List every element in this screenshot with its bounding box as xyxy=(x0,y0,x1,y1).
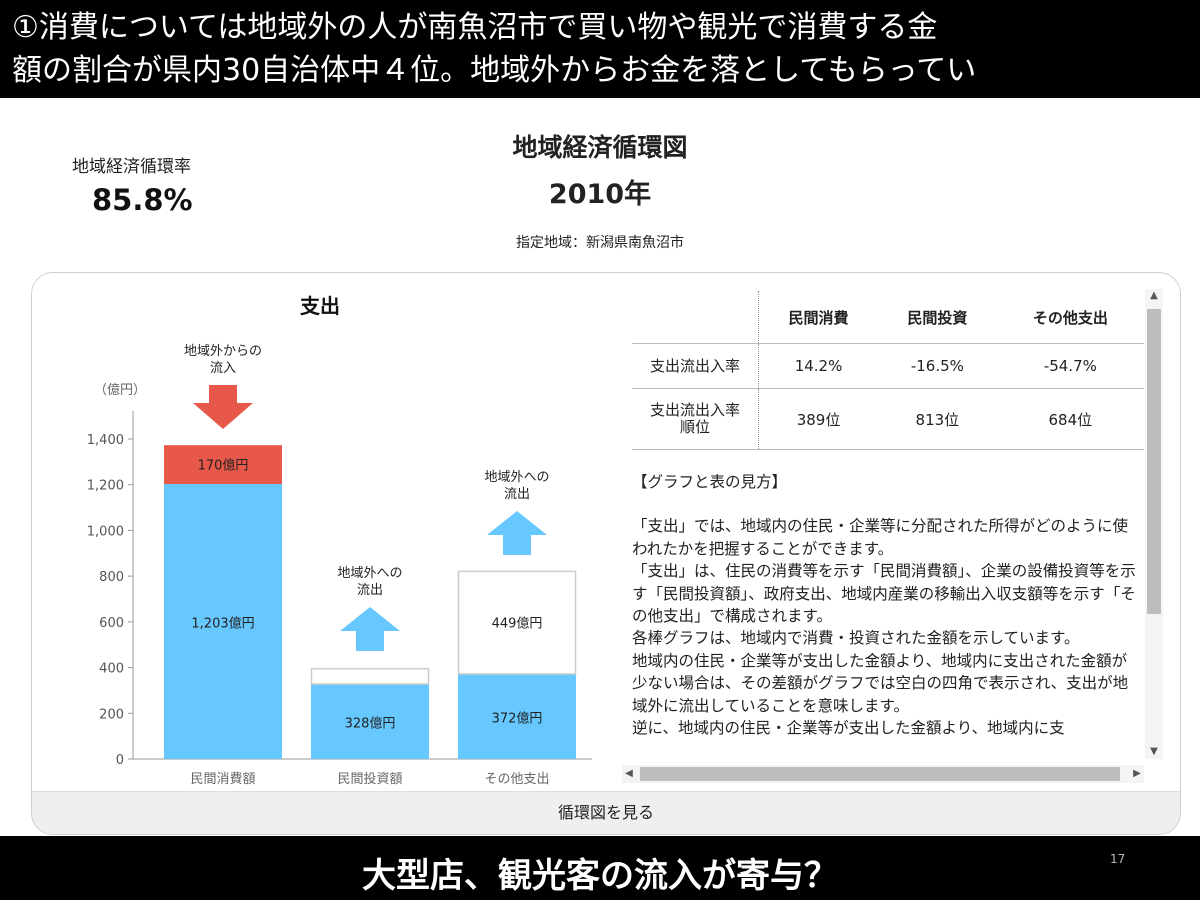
region-label: 指定地域：新潟県南魚沼市 xyxy=(516,235,684,251)
inflow-arrow-icon xyxy=(193,385,253,429)
horizontal-scrollbar[interactable]: ◀ ▶ xyxy=(622,765,1144,783)
y-tick-label: 200 xyxy=(99,707,124,722)
x-tick-label: 民間投資額 xyxy=(337,771,402,787)
table-corner xyxy=(632,291,759,344)
data-label: 170億円 xyxy=(198,458,249,474)
column-header: 民間消費 xyxy=(758,291,879,344)
table-cell: -16.5% xyxy=(878,343,997,389)
page-title: 地域経済循環図 xyxy=(512,133,688,162)
top-banner: ①消費については地域外の人が南魚沼市で買い物や観光で消費する金 額の割合が県内3… xyxy=(0,0,1200,98)
outflow-arrow-icon xyxy=(487,511,547,555)
bottom-banner: 大型店、観光客の流入が寄与？ 17 xyxy=(0,836,1200,900)
table-cell: 813位 xyxy=(878,388,997,450)
vertical-scrollbar[interactable]: ▲ ▼ xyxy=(1145,289,1163,759)
scroll-right-icon[interactable]: ▶ xyxy=(1133,768,1141,779)
bottom-caption: 大型店、観光客の流入が寄与？ xyxy=(362,856,838,896)
rate-table: 民間消費 民間投資 その他支出 支出流出入率 14.2% -16.5% -54.… xyxy=(632,291,1144,450)
y-tick-label: 1,000 xyxy=(87,524,124,539)
y-tick-label: 600 xyxy=(99,616,124,631)
bar-segment xyxy=(310,667,430,685)
top-text-line1: ①消費については地域外の人が南魚沼市で買い物や観光で消費する金 xyxy=(12,10,938,45)
bar-segment xyxy=(311,684,429,759)
x-tick-label: 民間消費額 xyxy=(190,772,255,787)
row-header-line2: 順位 xyxy=(679,418,710,436)
scroll-left-icon[interactable]: ◀ xyxy=(625,768,633,779)
horizontal-scroll-thumb[interactable] xyxy=(640,767,1120,781)
rate-table-container: 民間消費 民間投資 その他支出 支出流出入率 14.2% -16.5% -54.… xyxy=(632,291,1144,450)
y-tick-label: 800 xyxy=(99,570,124,585)
column-header: その他支出 xyxy=(996,291,1144,344)
annotation-text: 地域外への xyxy=(337,566,402,581)
data-label: 328億円 xyxy=(345,716,396,732)
scroll-up-icon[interactable]: ▲ xyxy=(1150,290,1158,301)
circulation-rate-label: 地域経済循環率 xyxy=(72,157,191,177)
table-cell: 684位 xyxy=(996,388,1144,450)
scroll-down-icon[interactable]: ▼ xyxy=(1150,746,1158,757)
guide-paragraph: 地域内の住民・企業等が支出した金額より、地域内に支出された金額が少ない場合は、そ… xyxy=(632,651,1129,715)
page-number: 17 xyxy=(1110,852,1126,866)
guide-paragraph: 「支出」は、住民の消費等を示す「民間消費額」、企業の設備投資等を示す「民間投資額… xyxy=(632,562,1136,626)
chart-title: 支出 xyxy=(300,294,340,318)
table-cell: 14.2% xyxy=(758,343,879,389)
vertical-scroll-thumb[interactable] xyxy=(1147,309,1161,614)
y-axis-unit: （億円） xyxy=(94,382,146,398)
table-cell: 389位 xyxy=(758,388,879,450)
guide-paragraph: 逆に、地域内の住民・企業等が支出した金額より、地域内に支 xyxy=(632,719,1065,738)
table-cell: -54.7% xyxy=(996,343,1144,389)
annotation-text: 地域外への xyxy=(484,470,549,485)
expenditure-panel: 支出 （億円） 0 200 400 600 800 1,000 1,200 1,400 170億円 1… xyxy=(31,272,1181,835)
annotation-text: 流出 xyxy=(504,487,530,502)
annotation-text: 地域外からの xyxy=(184,344,262,359)
y-tick-label: 1,200 xyxy=(87,479,124,494)
y-tick-label: 0 xyxy=(116,753,124,768)
table-header-row: 民間消費 民間投資 その他支出 xyxy=(632,291,1144,344)
outflow-arrow-icon xyxy=(340,607,400,651)
row-header: 支出流出入率 順位 xyxy=(632,388,759,450)
row-header: 支出流出入率 xyxy=(632,343,759,389)
circulation-rate-value: 85.8% xyxy=(92,183,193,217)
guide-text: 【グラフと表の見方】 「支出」では、地域内の住民・企業等に分配された所得がどのよ… xyxy=(632,471,1137,749)
table-row: 支出流出入率 14.2% -16.5% -54.7% xyxy=(632,343,1144,389)
bar-segment xyxy=(164,484,282,759)
y-tick-label: 400 xyxy=(99,662,124,677)
year-label: 2010年 xyxy=(548,179,652,210)
annotation-text: 流出 xyxy=(357,583,383,598)
bar-segment xyxy=(164,445,282,485)
top-text-line2: 額の割合が県内30自治体中４位。地域外からお金を落としてもらってい xyxy=(12,53,977,88)
guide-heading: 【グラフと表の見方】 xyxy=(632,473,788,491)
expenditure-chart: 支出 （億円） 0 200 400 600 800 1,000 1,200 1,400 170億円 1… xyxy=(87,294,592,787)
data-label: 372億円 xyxy=(492,710,543,726)
column-header: 民間投資 xyxy=(878,291,997,344)
guide-paragraph: 各棒グラフは、地域内で消費・投資された金額を示しています。 xyxy=(632,629,1080,648)
view-circulation-button[interactable]: 循環図を見る xyxy=(32,791,1180,834)
y-tick-label: 1,400 xyxy=(87,433,124,448)
row-header-line1: 支出流出入率 xyxy=(649,401,740,419)
x-tick-label: その他支出 xyxy=(484,772,549,787)
table-row: 支出流出入率 順位 389位 813位 684位 xyxy=(632,388,1144,450)
bar-segment xyxy=(457,570,577,675)
data-label: 449億円 xyxy=(492,616,543,632)
guide-paragraph: 「支出」では、地域内の住民・企業等に分配された所得がどのように使われたかを把握す… xyxy=(632,517,1129,558)
data-label: 1,203億円 xyxy=(191,616,254,632)
bar-segment xyxy=(458,673,576,759)
annotation-text: 流入 xyxy=(210,361,236,376)
